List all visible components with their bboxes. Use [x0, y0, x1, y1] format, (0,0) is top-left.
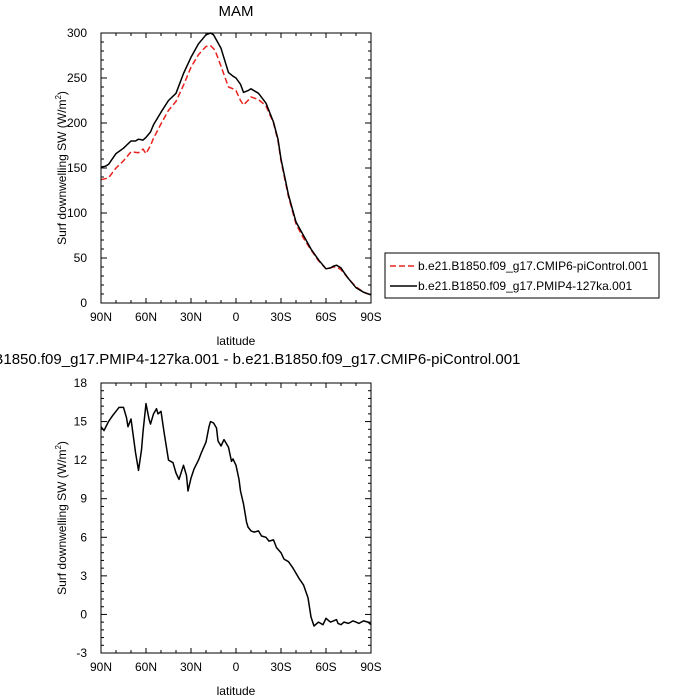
top-ytick-label: 300 [67, 26, 87, 40]
bottom-series-line-0 [100, 402, 372, 627]
bottom-panel: b.e21.B1850.f09_g17.PMIP4-127ka.001 - b.… [0, 351, 520, 698]
bottom-panel-xlabel: latitude [217, 684, 256, 698]
legend-label-picontrol: b.e21.B1850.f09_g17.CMIP6-piControl.001 [418, 259, 648, 273]
top-xtick-label: 30N [180, 310, 202, 324]
bottom-ytick-label: 3 [80, 569, 87, 583]
bottom-xtick-label: 30S [270, 660, 291, 674]
top-ytick-label: 0 [80, 296, 87, 310]
top-xtick-label: 90S [360, 310, 381, 324]
bottom-ytick-label: -3 [76, 646, 87, 660]
top-xtick-label: 30S [270, 310, 291, 324]
top-panel: MAM 90N 60N 30N 0 30S 60S 90S 0 50 100 150 200 250 30… [54, 3, 382, 348]
legend-box [384, 252, 660, 299]
bottom-ytick-label: 12 [74, 453, 88, 467]
top-ytick-label: 150 [67, 161, 87, 175]
bottom-panel-ylabel: Surf downwelling SW (W/m2) [54, 441, 69, 595]
bottom-xtick-label: 30N [180, 660, 202, 674]
top-ytick-label: 50 [74, 251, 88, 265]
top-panel-title: MAM [219, 3, 254, 20]
top-panel-axes: 90N 60N 30N 0 30S 60S 90S 0 50 100 150 200 250 300 [67, 26, 382, 324]
bottom-panel-axes: 90N 60N 30N 0 30S 60S 90S -3 0 3 6 9 12 15 18 [74, 376, 382, 674]
bottom-panel-title: b.e21.B1850.f09_g17.PMIP4-127ka.001 - b.… [0, 351, 520, 368]
top-xtick-label: 0 [233, 310, 240, 324]
legend-label-127ka: b.e21.B1850.f09_g17.PMIP4-127ka.001 [418, 279, 632, 293]
bottom-ytick-label: 0 [80, 607, 87, 621]
bottom-xtick-label: 90S [360, 660, 381, 674]
top-ytick-label: 200 [67, 116, 87, 130]
bottom-panel-series [100, 402, 372, 627]
bottom-ytick-label: 9 [80, 492, 87, 506]
top-xtick-label: 60S [315, 310, 336, 324]
top-ytick-label: 100 [67, 206, 87, 220]
bottom-ytick-label: 15 [74, 415, 88, 429]
top-ytick-label: 250 [67, 71, 87, 85]
top-panel-frame [100, 32, 372, 304]
legend: b.e21.B1850.f09_g17.CMIP6-piControl.001 … [384, 252, 660, 299]
top-panel-xlabel: latitude [217, 334, 256, 348]
top-series-line-0 [100, 44, 372, 296]
top-panel-ylabel: Surf downwelling SW (W/m2) [54, 91, 69, 245]
top-xtick-label: 90N [90, 310, 112, 324]
top-xtick-label: 60N [135, 310, 157, 324]
top-panel-series [100, 32, 372, 296]
bottom-ytick-label: 6 [80, 530, 87, 544]
bottom-xtick-label: 0 [233, 660, 240, 674]
bottom-xtick-label: 60N [135, 660, 157, 674]
bottom-ytick-label: 18 [74, 376, 88, 390]
top-series-line-1 [100, 32, 372, 296]
bottom-panel-frame [100, 382, 372, 654]
bottom-xtick-label: 60S [315, 660, 336, 674]
bottom-xtick-label: 90N [90, 660, 112, 674]
